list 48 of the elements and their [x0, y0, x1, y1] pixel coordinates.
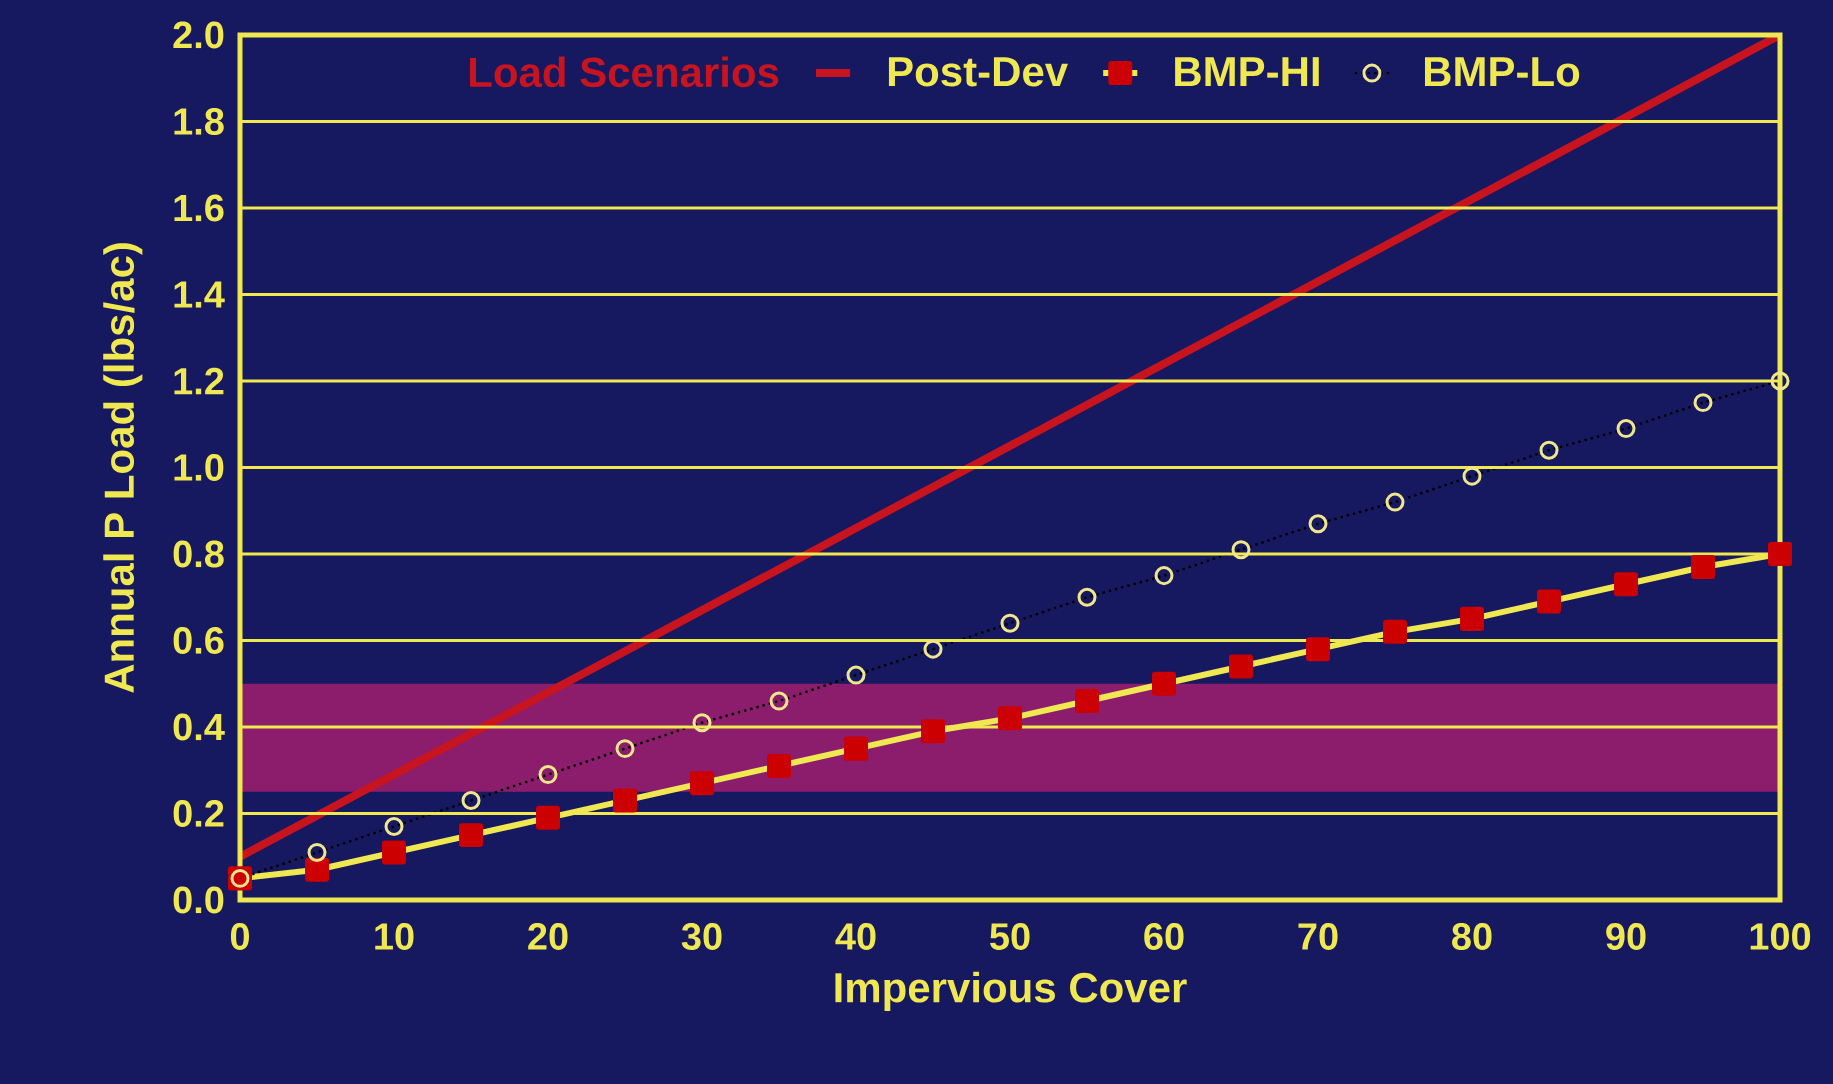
y-tick-label: 0.6: [173, 627, 224, 654]
x-tick-label: 10: [375, 923, 414, 950]
point: [307, 842, 327, 862]
y-tick-label: 0.0: [173, 886, 224, 914]
y-tick-label: 0.2: [173, 800, 224, 827]
x-tick-label: 40: [835, 923, 876, 950]
x-tick-label: 0: [230, 923, 250, 950]
y-tick-label: 1.4: [174, 281, 225, 308]
legend-label: BMP-Lo: [1424, 57, 1580, 87]
x-tick-label: 100: [1750, 923, 1811, 950]
y-tick-label: 0.8: [173, 540, 224, 568]
point: [846, 665, 866, 685]
y-tick-label: 1.6: [174, 194, 224, 222]
x-tick-label: 80: [1452, 923, 1492, 950]
point: [1154, 566, 1174, 586]
point: [1385, 492, 1405, 512]
y-axis-title: Annual P Load (lbs/ac): [103, 243, 143, 693]
point: [769, 691, 789, 711]
point: [923, 639, 943, 659]
y-tick-label: 1.8: [174, 108, 224, 135]
y-tick-label: 1.0: [174, 454, 224, 481]
point: [1539, 440, 1559, 460]
point: [1077, 587, 1097, 607]
point: [1462, 466, 1482, 486]
x-tick-label: 50: [990, 923, 1030, 950]
x-tick-label: 60: [1144, 923, 1184, 950]
point: [1000, 613, 1020, 633]
x-tick-label: 70: [1298, 923, 1338, 950]
y-tick-label: 2.0: [173, 21, 224, 49]
legend-label: BMP-HI: [1175, 57, 1319, 87]
point: [692, 713, 712, 733]
point: [1308, 514, 1328, 534]
x-tick-label: 20: [528, 923, 568, 950]
point: [1770, 371, 1790, 391]
point: [1231, 540, 1251, 560]
y-tick-label: 1.2: [174, 367, 224, 395]
point: [1693, 393, 1713, 413]
x-tick-label: 30: [681, 923, 722, 951]
x-axis-title: Impervious Cover: [835, 971, 1187, 1011]
legend-title: Load Scenarios: [470, 56, 779, 88]
y-tick-label: 0.4: [173, 713, 225, 741]
point: [538, 765, 558, 785]
point: [461, 791, 481, 811]
point: [1616, 419, 1636, 439]
x-tick-label: 90: [1606, 923, 1646, 950]
legend-label: Post-Dev: [888, 57, 1068, 87]
point: [615, 739, 635, 759]
point: [384, 816, 404, 836]
